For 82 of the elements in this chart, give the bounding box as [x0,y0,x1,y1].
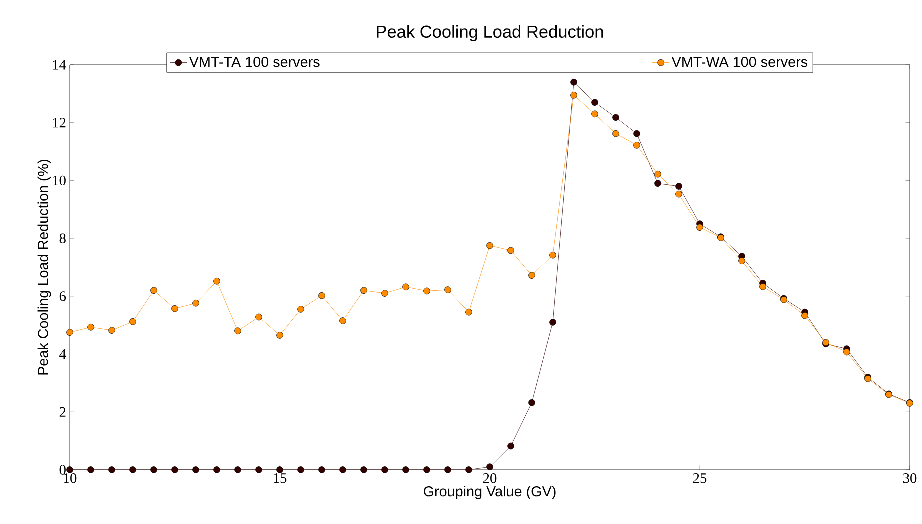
y-tick-label: 14 [53,60,66,70]
chart-title: Peak Cooling Load Reduction [377,25,604,42]
point [318,292,326,300]
point [172,305,178,312]
point [634,130,640,138]
point [486,464,494,470]
point [318,466,326,474]
point [382,466,388,474]
x-tick-label: 30 [903,474,917,484]
y-tick-label: 4 [60,350,66,360]
point [402,466,410,474]
point [424,288,430,295]
point [360,287,368,294]
point [130,466,136,474]
point [528,399,536,406]
point [844,348,850,356]
y-tick-label: 10 [53,176,66,186]
point [550,252,556,259]
point [214,466,220,474]
point [66,466,74,474]
point [444,286,452,294]
point [192,466,200,474]
point [570,92,578,99]
point [340,466,346,474]
point [654,180,662,187]
point [654,170,662,178]
point [276,332,284,339]
point [256,314,262,321]
y-tick-label: 0 [60,465,66,475]
point [234,466,242,474]
y-axis-title: Peak Cooling Load Reduction (%) [38,160,52,375]
point [256,466,262,474]
legend-label: VMT-TA 100 servers [189,57,320,68]
point [298,306,304,313]
y-tick-label: 2 [60,407,66,417]
point [276,466,284,474]
point [360,466,368,474]
point [508,247,514,254]
point [612,114,620,122]
point [466,308,472,316]
point [424,466,430,474]
point [444,466,452,474]
point [696,224,704,231]
point [738,258,746,265]
point [634,142,640,149]
point [88,466,94,474]
x-tick-label: 15 [274,474,287,484]
point [192,300,200,307]
point [760,283,766,290]
x-tick-label: 20 [483,474,497,484]
y-tick-label: 6 [60,292,66,302]
point [466,466,472,474]
point [676,190,682,198]
point [108,327,116,334]
point [486,242,494,250]
point [802,312,808,320]
y-tick-label: 8 [60,234,66,244]
point [172,466,178,474]
point [382,290,388,297]
point [108,466,116,474]
point [150,466,158,474]
point [214,278,220,285]
point [592,110,598,118]
point [676,183,682,190]
x-tick-label: 25 [693,474,707,484]
point [150,287,158,294]
point [508,442,514,450]
point [528,272,536,279]
point [234,328,242,335]
point [402,284,410,291]
legend-label: VMT-WA 100 servers [672,57,808,68]
point [88,324,94,331]
point [570,78,578,86]
point [612,130,620,138]
point [298,466,304,474]
point [340,318,346,324]
point [550,319,556,326]
point [66,329,74,336]
point [130,318,136,326]
x-axis-title: Grouping Value (GV) [424,486,556,500]
y-tick-label: 12 [53,118,66,128]
point [592,99,598,106]
